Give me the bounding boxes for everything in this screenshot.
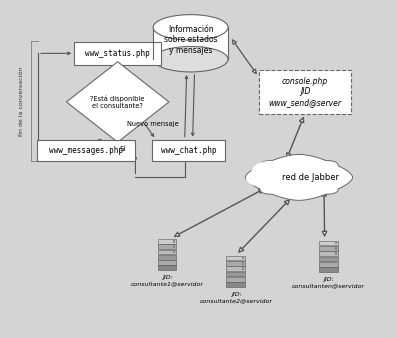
Ellipse shape (153, 47, 228, 72)
Bar (227, 256, 245, 260)
Bar (242, 267, 244, 270)
Bar (335, 252, 337, 255)
Ellipse shape (316, 167, 347, 184)
Bar (158, 244, 176, 249)
Text: Sí: Sí (119, 146, 125, 151)
Polygon shape (66, 62, 169, 142)
Bar (158, 239, 176, 244)
Text: Información
sobre estados
y mensajes: Información sobre estados y mensajes (164, 25, 218, 55)
Bar (173, 250, 175, 253)
Text: fin de la conversación: fin de la conversación (19, 67, 23, 136)
Text: console.php
JID
www_send@server: console.php JID www_send@server (268, 77, 341, 107)
Bar (335, 247, 337, 249)
Bar (227, 266, 245, 271)
Ellipse shape (254, 158, 344, 197)
Bar (319, 267, 338, 272)
Bar (319, 246, 338, 250)
Ellipse shape (246, 170, 275, 187)
Ellipse shape (296, 161, 334, 181)
Bar (258, 70, 351, 114)
Bar (227, 261, 245, 266)
Bar (158, 260, 176, 265)
Text: JID:
consultanten@servidor: JID: consultanten@servidor (292, 277, 365, 288)
Bar (173, 245, 175, 248)
Text: www_messages.php: www_messages.php (49, 146, 123, 155)
Bar (227, 282, 245, 287)
Bar (158, 255, 176, 260)
Bar (335, 242, 337, 244)
Bar (319, 257, 338, 261)
Bar (158, 249, 176, 254)
Bar (37, 140, 135, 162)
Text: ?Está disponible
el consultante?: ?Está disponible el consultante? (91, 95, 145, 109)
Bar (227, 277, 245, 282)
Bar (173, 240, 175, 243)
Bar (74, 42, 161, 65)
Ellipse shape (251, 161, 292, 182)
Text: www_status.php: www_status.php (85, 49, 150, 58)
Text: JID:
consultante2@servidor: JID: consultante2@servidor (199, 292, 272, 303)
Bar (153, 27, 228, 59)
Text: www_chat.php: www_chat.php (161, 146, 216, 155)
Bar (319, 251, 338, 256)
Text: JID:
consultante1@servidor: JID: consultante1@servidor (131, 275, 203, 286)
Ellipse shape (153, 15, 228, 40)
Text: red de Jabber: red de Jabber (282, 173, 339, 182)
Polygon shape (245, 154, 353, 200)
Bar (242, 262, 244, 265)
Bar (319, 241, 338, 245)
Bar (158, 265, 176, 270)
Ellipse shape (272, 157, 312, 180)
Bar (227, 272, 245, 276)
Text: Nuevo mensaje: Nuevo mensaje (127, 121, 179, 127)
Bar (152, 140, 225, 162)
Bar (319, 262, 338, 266)
Bar (242, 257, 244, 259)
